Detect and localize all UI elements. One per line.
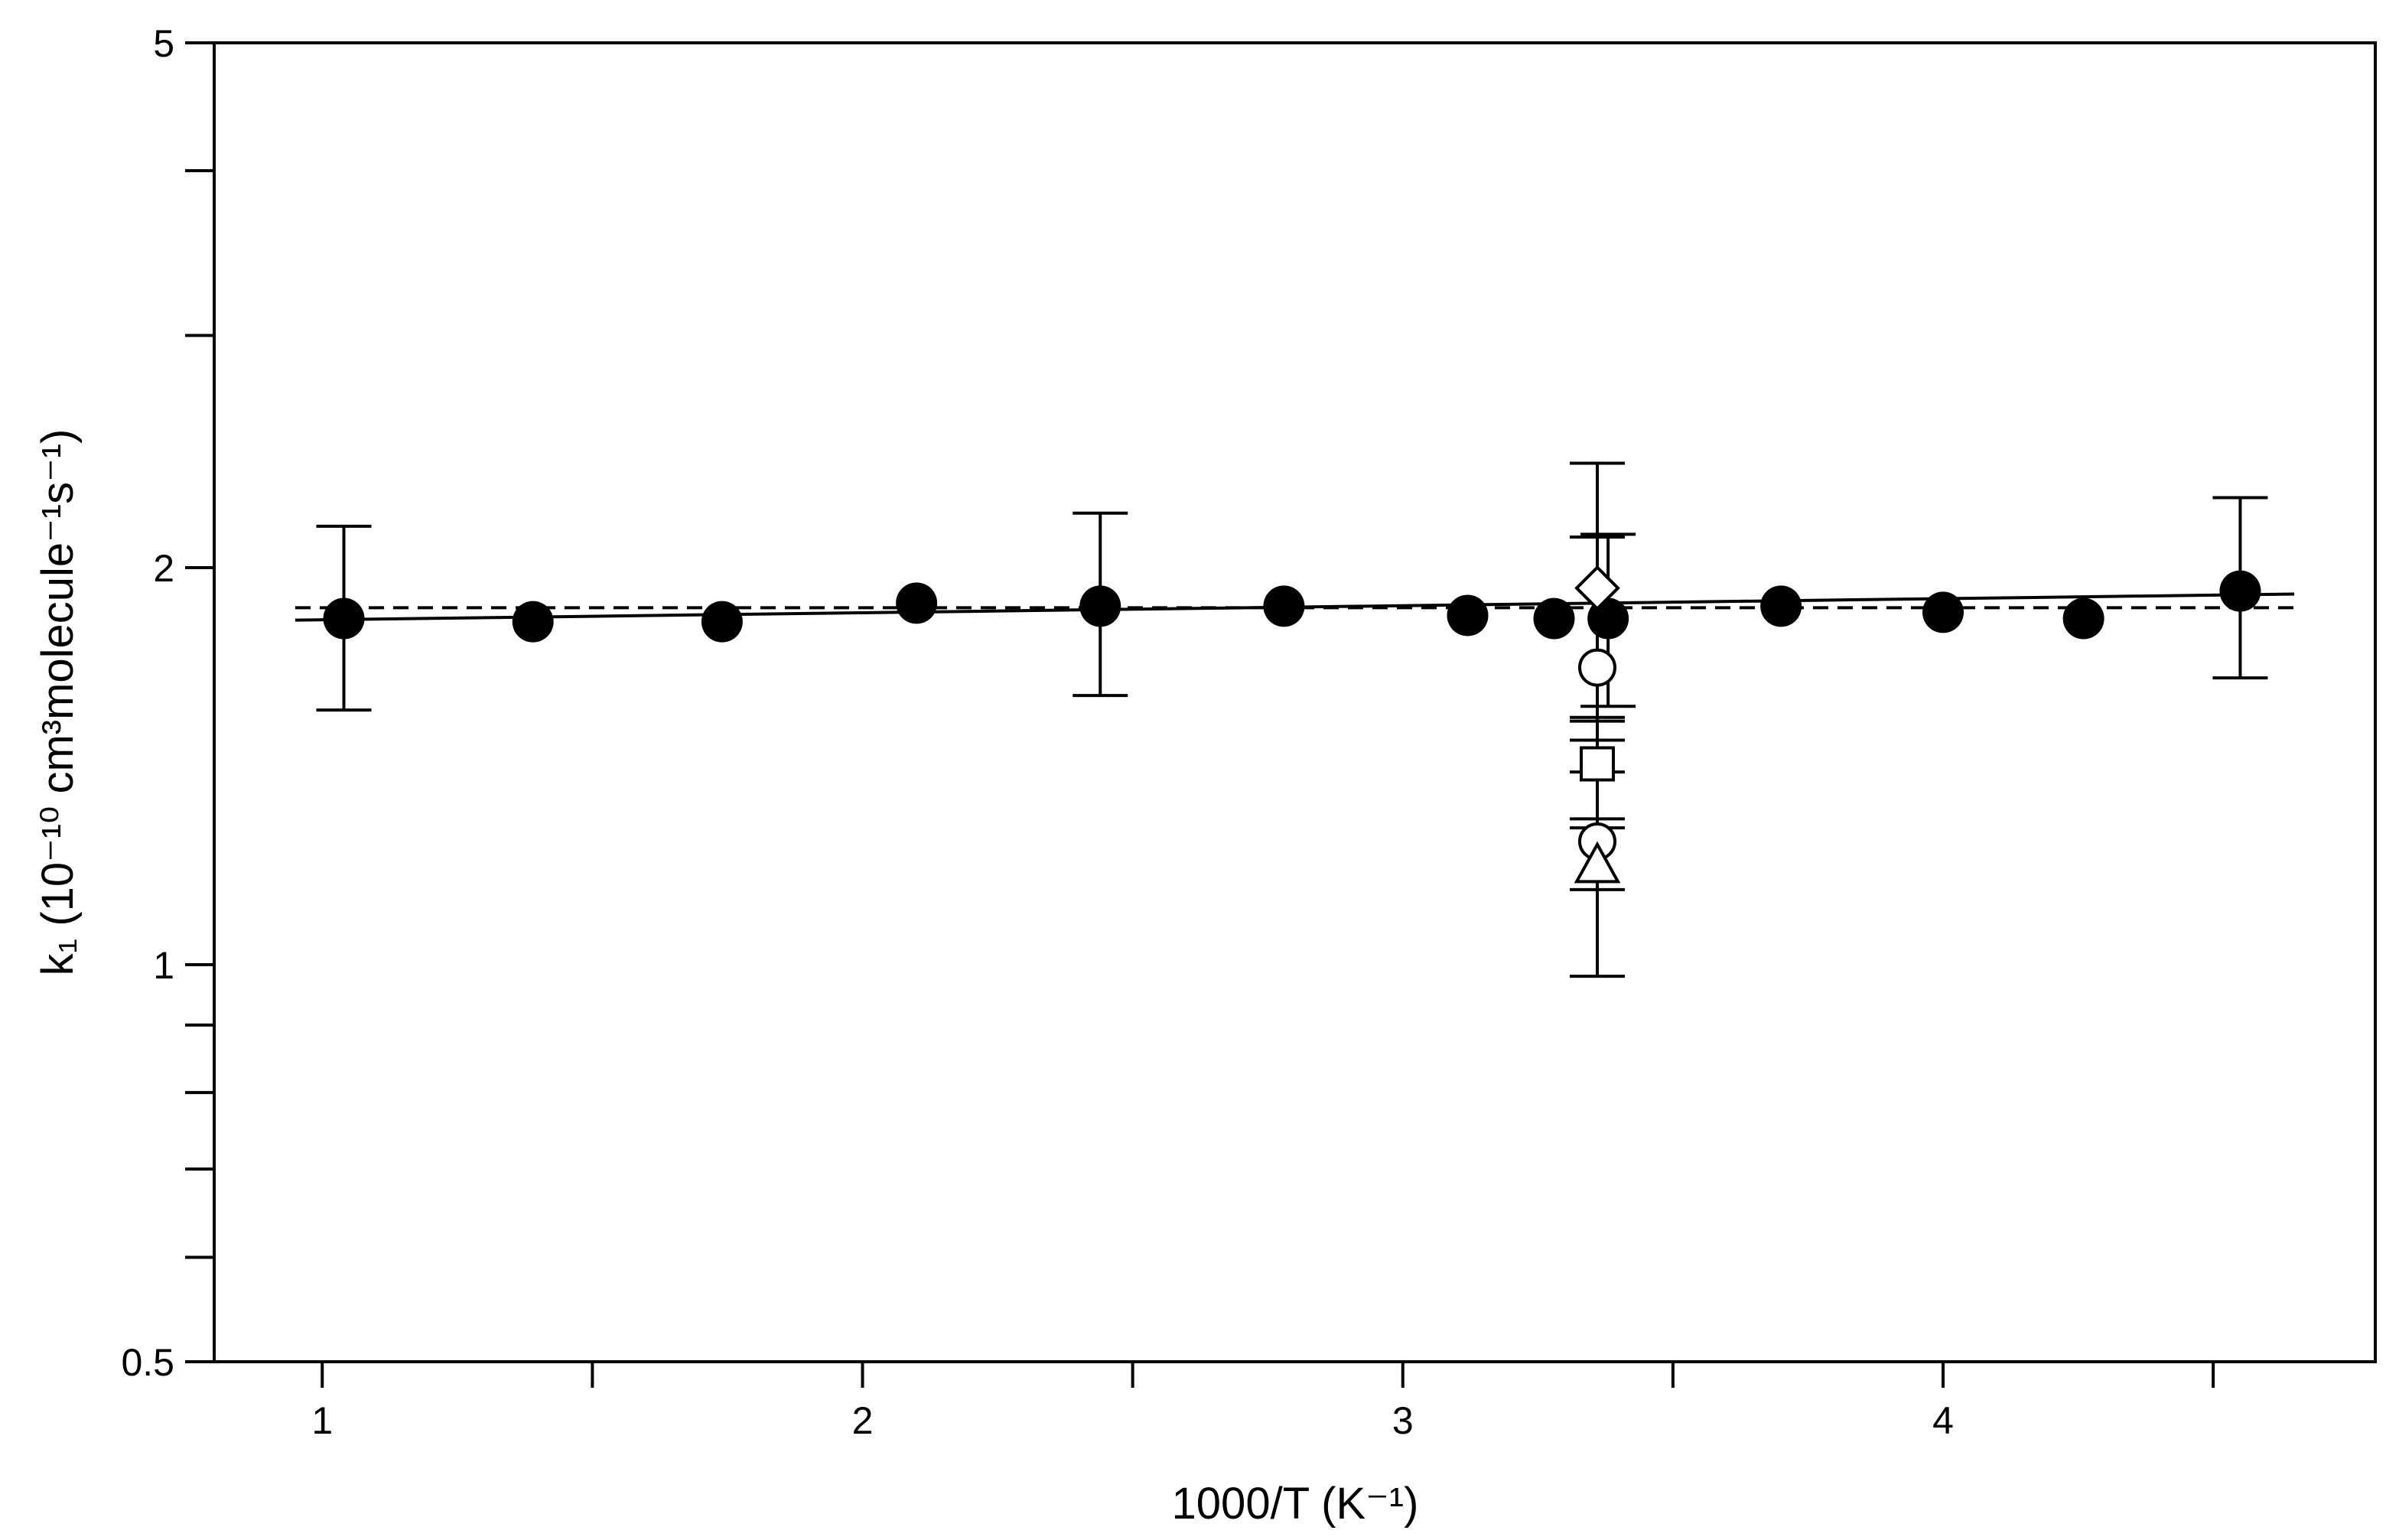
y-tick-label: 1 <box>153 944 174 987</box>
y-tick-label: 2 <box>153 547 174 590</box>
data-point-filled-circle <box>1263 585 1305 627</box>
data-point-filled-circle <box>1533 597 1575 640</box>
data-point-filled-circle <box>2062 597 2104 640</box>
data-point-open-circle <box>1578 648 1616 687</box>
x-tick-label: 2 <box>852 1399 874 1442</box>
error-bars <box>316 461 2268 978</box>
data-point-open-square <box>1580 746 1615 782</box>
data-point-filled-circle <box>1447 594 1489 637</box>
data-point-open-triangle <box>1574 841 1621 884</box>
y-tick-label: 5 <box>153 22 174 65</box>
x-tick-label: 3 <box>1392 1399 1414 1442</box>
data-points <box>323 565 2261 884</box>
data-point-filled-circle <box>896 582 938 624</box>
plot-frame <box>213 41 2377 1363</box>
data-point-filled-circle <box>2219 570 2261 612</box>
data-point-filled-circle <box>1922 591 1964 633</box>
data-point-filled-circle <box>1079 585 1121 627</box>
data-point-filled-circle <box>1760 585 1802 627</box>
x-tick-label: 4 <box>1932 1399 1954 1442</box>
y-tick-label: 0.5 <box>121 1341 174 1384</box>
y-axis-title: k₁ (10⁻¹⁰ cm³molecule⁻¹s⁻¹) <box>33 429 83 976</box>
data-point-filled-circle <box>701 601 743 643</box>
x-axis-title: 1000/T (K⁻¹) <box>1172 1479 1419 1529</box>
data-point-open-diamond <box>1574 565 1620 611</box>
data-point-filled-circle <box>323 597 365 640</box>
tick-labels: 1 2 3 4 0.5 1 2 5 <box>121 22 1953 1442</box>
data-point-filled-circle <box>512 601 554 643</box>
axis-ticks <box>185 41 2215 1388</box>
x-tick-label: 1 <box>311 1399 333 1442</box>
